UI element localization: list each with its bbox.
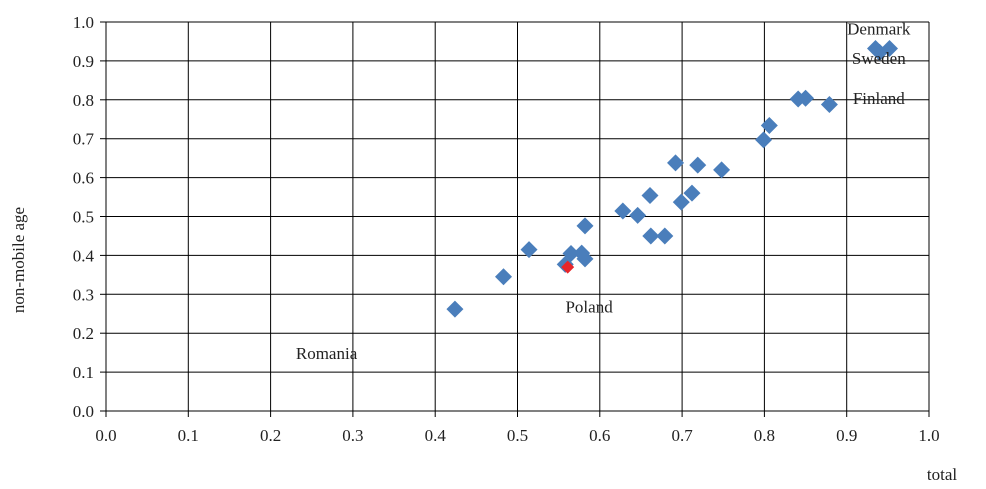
- y-tick-label: 0.3: [73, 285, 94, 304]
- country-annotation: Romania: [296, 344, 358, 363]
- y-tick-label: 0.5: [73, 208, 94, 227]
- x-axis-ticks: 0.0 0.1 0.2 0.3 0.4 0.5 0.6 0.7 0.8 0.9 1.0: [95, 426, 939, 445]
- annotations: Denmark Sweden Finland Poland Romania: [296, 20, 911, 363]
- data-point: [520, 241, 538, 259]
- country-annotation: Finland: [853, 89, 905, 108]
- x-tick-label: 0.2: [260, 426, 281, 445]
- country-annotation: Poland: [565, 298, 613, 317]
- grid: [100, 21, 930, 417]
- data-point: [573, 244, 591, 262]
- x-tick-label: 0.3: [342, 426, 363, 445]
- data-point: [576, 250, 594, 268]
- data-point: [683, 184, 701, 202]
- y-tick-label: 0.2: [73, 324, 94, 343]
- data-point: [629, 206, 647, 224]
- country-annotation: Denmark: [847, 20, 911, 39]
- highlight-data-point: [561, 260, 575, 274]
- x-tick-label: 0.6: [589, 426, 610, 445]
- data-point: [755, 131, 773, 149]
- y-tick-label: 0.0: [73, 402, 94, 421]
- data-point: [689, 156, 707, 174]
- data-point: [576, 217, 594, 235]
- data-point: [820, 95, 838, 113]
- x-tick-label: 0.0: [95, 426, 116, 445]
- x-tick-label: 0.4: [425, 426, 447, 445]
- data-point: [642, 227, 660, 245]
- y-axis-title: non-mobile age: [9, 207, 28, 313]
- data-point: [446, 300, 464, 318]
- data-point: [562, 244, 580, 262]
- data-point: [797, 89, 815, 107]
- data-point: [495, 268, 513, 286]
- y-tick-label: 1.0: [73, 13, 94, 32]
- data-point: [672, 193, 690, 211]
- x-tick-label: 1.0: [918, 426, 939, 445]
- x-tick-label: 0.5: [507, 426, 528, 445]
- data-point: [667, 154, 685, 172]
- x-tick-label: 0.9: [836, 426, 857, 445]
- data-point: [656, 227, 674, 245]
- x-tick-label: 0.8: [754, 426, 775, 445]
- data-points: [446, 39, 898, 318]
- x-tick-label: 0.7: [671, 426, 693, 445]
- country-annotation: Sweden: [852, 49, 906, 68]
- data-point: [880, 39, 898, 57]
- data-point: [641, 186, 659, 204]
- y-tick-label: 0.8: [73, 91, 94, 110]
- x-axis-title: total: [927, 465, 957, 484]
- y-tick-label: 0.4: [73, 246, 95, 265]
- y-tick-label: 0.9: [73, 52, 94, 71]
- y-tick-label: 0.7: [73, 130, 95, 149]
- y-axis-ticks: 0.0 0.1 0.2 0.3 0.4 0.5 0.6 0.7 0.8 0.9 1.0: [73, 13, 95, 421]
- x-tick-label: 0.1: [178, 426, 199, 445]
- y-tick-label: 0.1: [73, 363, 94, 382]
- data-point: [760, 116, 778, 134]
- data-point: [614, 202, 632, 220]
- y-tick-label: 0.6: [73, 169, 94, 188]
- data-point: [713, 161, 731, 179]
